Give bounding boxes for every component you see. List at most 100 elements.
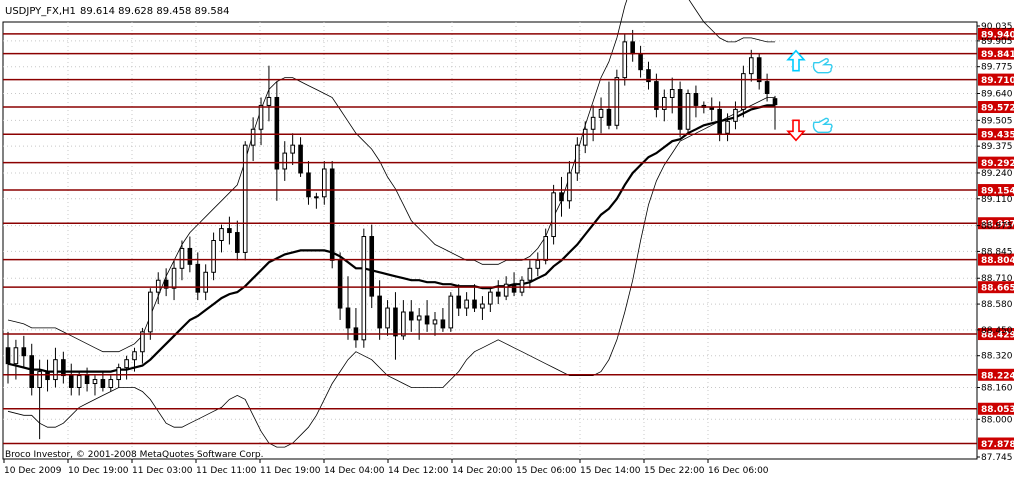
candle-body [211,240,216,273]
candle-body [511,283,517,293]
x-tick-label: 15 Dec 22:00 [644,466,705,476]
candle-body [685,93,691,130]
candle-body [630,41,635,55]
candle-body [590,116,596,130]
candle-body [622,41,628,79]
x-tick-label: 10 Dec 2009 [4,466,62,476]
candle-body [45,371,50,381]
candle-body [733,108,738,122]
candle-body [464,299,469,309]
price-level-label: 89.710 [981,76,1014,86]
candle-body [725,120,730,134]
signals [786,49,833,142]
candle-body [646,69,651,83]
candle-body [717,108,722,134]
candle-body [29,355,35,388]
price-level-label: 88.053 [981,405,1014,415]
candle-body [13,347,19,365]
candle-body [314,196,319,199]
candle-body [203,271,208,293]
price-level-label: 89.292 [981,159,1014,169]
bollinger-lower-line [7,97,775,448]
candle-body [456,295,462,309]
price-level-label: 88.224 [981,371,1014,381]
candle-body [290,144,295,154]
candle-body [163,279,169,289]
candle-body [369,236,375,297]
y-tick-label: 89.640 [981,90,1013,100]
hand-outline [812,57,833,74]
price-level-label: 89.572 [981,104,1014,114]
y-tick-label: 88.000 [981,415,1013,425]
candle-body [21,347,27,357]
candle-body [567,172,572,202]
candle-body [361,236,367,341]
price-level-label: 88.429 [981,331,1014,341]
price-level-label-box [978,437,1014,450]
price-level-label: 88.987 [981,220,1014,230]
x-tick-label: 11 Dec 03:00 [132,466,193,476]
price-level-label-box [978,101,1014,114]
x-tick-label: 15 Dec 14:00 [580,466,641,476]
y-tick-label: 89.375 [981,142,1013,152]
candle-body [408,311,414,321]
candle-body [68,375,74,388]
x-axis: 10 Dec 2009 10 Dec 19:00 11 Dec 03:00 11 De… [3,459,769,476]
chart-ohlc: 89.614 89.628 89.458 89.584 [80,6,230,17]
candle-body [282,152,288,170]
x-tick-label: 14 Dec 12:00 [388,466,449,476]
candle-body [116,367,122,381]
candle-body [575,144,580,174]
x-tick-label: 10 Dec 19:00 [68,466,129,476]
candle-body [393,307,398,337]
price-level-label-box [978,184,1014,197]
price-level-label-box [978,27,1014,40]
y-tick-label: 88.160 [981,383,1013,393]
candle-body [503,283,509,297]
up-arrow-icon [786,49,806,72]
price-level-label-box [978,368,1014,381]
down-arrow-icon [786,119,806,142]
candle-body [764,81,770,95]
y-tick-label: 89.775 [981,63,1013,73]
candle-body [329,168,335,261]
price-level-label: 89.435 [981,131,1014,141]
y-tick-label: 89.905 [981,37,1013,47]
candle-body [258,104,264,130]
y-axis: 90.035 89.905 89.775 89.640 89.505 89.375 89.2… [977,22,1013,463]
price-level-label-box [978,281,1014,294]
price-level-label-box [978,156,1014,169]
candle-body [606,108,612,126]
candle-body [495,291,501,297]
copyright-text: Broco Investor, © 2001-2008 MetaQuotes S… [5,450,264,460]
candle-body [76,375,82,388]
price-level-label: 88.804 [981,256,1014,266]
price-level-label: 89.841 [981,50,1014,60]
y-tick-label: 89.505 [981,116,1013,126]
pointing-hand-icon [812,117,833,133]
x-tick-label: 14 Dec 20:00 [452,466,513,476]
candle-body [440,319,446,329]
y-tick-label: 88.975 [981,222,1013,232]
candle-body [337,259,343,309]
y-tick-label: 88.710 [981,274,1013,284]
pointing-hand-icon [812,57,833,74]
candle-body [227,228,232,234]
candle-body [219,228,224,241]
candle-body [693,93,699,106]
y-tick-label: 90.035 [981,22,1013,32]
candle-body [148,291,153,333]
price-level-label-box [978,47,1014,60]
x-tick-label: 16 Dec 06:00 [708,466,769,476]
candle-body [488,291,493,305]
hand-outline [812,117,833,133]
candle-body [677,89,683,130]
y-tick-label: 88.845 [981,247,1013,257]
candle-body [155,279,161,293]
candle-body [416,315,422,321]
moving-average [7,104,775,373]
candle-body [661,96,667,110]
x-tick-label: 11 Dec 19:00 [260,466,321,476]
